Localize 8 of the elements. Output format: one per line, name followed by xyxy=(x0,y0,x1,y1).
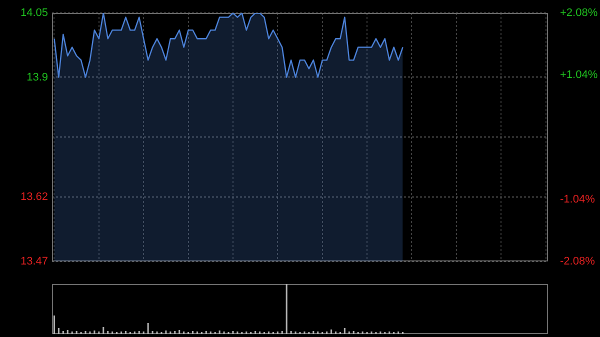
y-tick-label: 14.05 xyxy=(20,7,48,20)
y-tick-label: 13.62 xyxy=(20,191,48,204)
y-tick-label: 13.47 xyxy=(20,255,48,268)
y2-tick-label: -2.08% xyxy=(560,255,596,268)
y2-tick-label: -1.04% xyxy=(560,193,596,206)
y2-tick-label: +2.08% xyxy=(560,7,598,20)
y-tick-label: 13.9 xyxy=(26,71,48,84)
y2-tick-label: +1.04% xyxy=(560,69,598,82)
